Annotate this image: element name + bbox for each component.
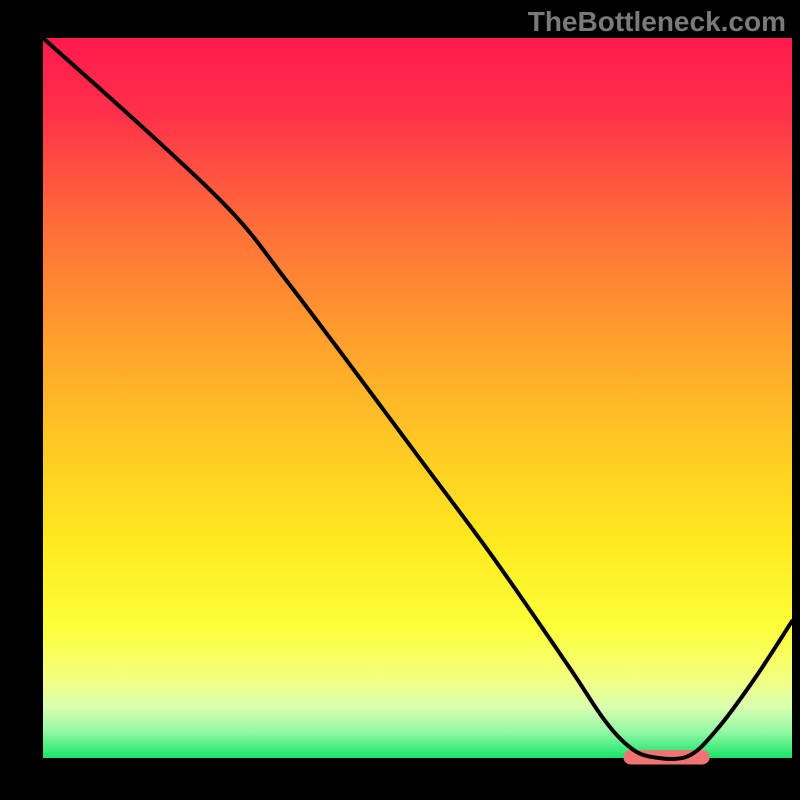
chart-container: { "watermark": { "text": "TheBottleneck.… bbox=[0, 0, 800, 800]
chart-gradient-bg bbox=[43, 38, 792, 758]
watermark-text: TheBottleneck.com bbox=[528, 6, 786, 38]
chart-svg bbox=[0, 0, 800, 800]
